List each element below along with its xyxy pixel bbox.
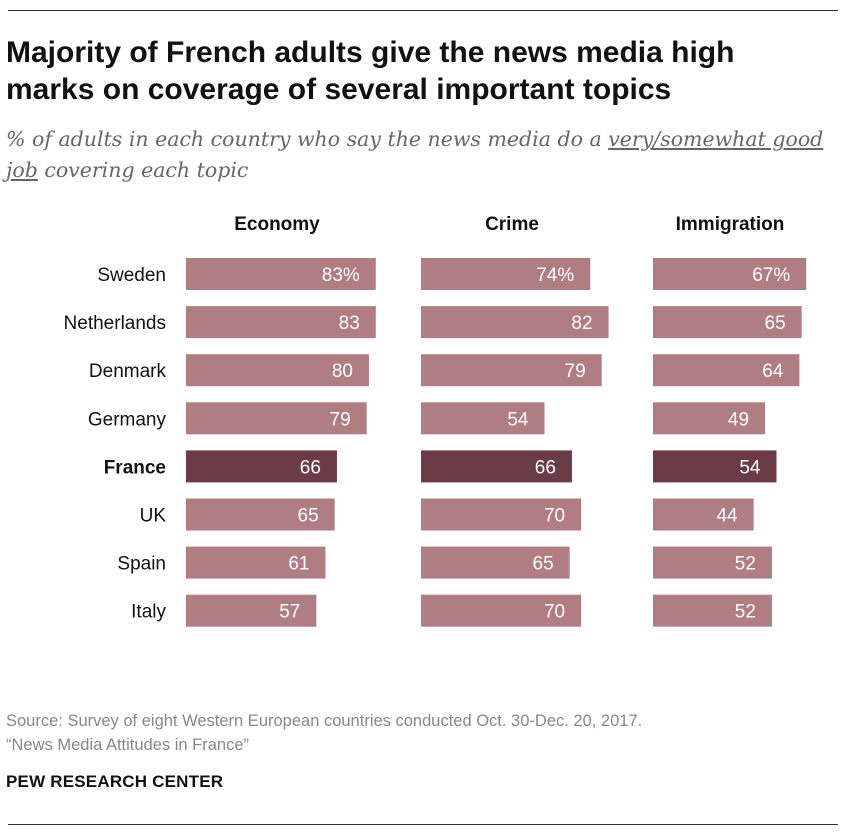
value-label-immigration-germany: 49 — [728, 409, 749, 430]
source-line-2: “News Media Attitudes in France” — [6, 736, 250, 754]
value-label-crime-sweden: 74% — [536, 265, 574, 286]
row-label-france: France — [104, 457, 166, 478]
value-label-immigration-france: 54 — [739, 457, 761, 478]
top-rule — [8, 10, 838, 11]
value-label-immigration-denmark: 64 — [762, 361, 784, 382]
row-label-italy: Italy — [131, 602, 166, 623]
value-label-economy-france: 66 — [300, 457, 321, 478]
row-label-sweden: Sweden — [97, 265, 166, 286]
chart-subtitle: % of adults in each country who say the … — [6, 124, 826, 186]
value-label-economy-spain: 61 — [288, 554, 309, 575]
value-label-crime-netherlands: 82 — [571, 313, 592, 334]
bar-immigration-spain — [653, 546, 772, 579]
bar-economy-italy — [186, 594, 317, 627]
column-header-economy: Economy — [234, 214, 320, 235]
bar-economy-france — [186, 450, 337, 483]
bar-crime-netherlands — [421, 306, 609, 339]
source-line-1: Source: Survey of eight Western European… — [6, 712, 643, 730]
bar-crime-italy — [421, 594, 582, 627]
brand-logo-text: PEW RESEARCH CENTER — [6, 772, 224, 791]
value-label-immigration-uk: 44 — [716, 506, 738, 527]
row-label-germany: Germany — [88, 409, 167, 430]
bar-crime-sweden — [421, 258, 591, 290]
bar-immigration-denmark — [653, 354, 800, 387]
value-label-immigration-italy: 52 — [735, 602, 756, 623]
bar-economy-sweden — [186, 258, 376, 290]
value-label-economy-netherlands: 83 — [339, 313, 360, 334]
bar-crime-germany — [421, 402, 545, 435]
bar-immigration-uk — [653, 498, 754, 531]
value-label-crime-denmark: 79 — [565, 361, 586, 382]
value-label-crime-france: 66 — [535, 457, 556, 478]
row-label-denmark: Denmark — [89, 361, 167, 382]
column-header-crime: Crime — [485, 214, 539, 235]
subtitle-tail: covering each topic — [37, 158, 249, 182]
bar-economy-germany — [186, 402, 367, 435]
bar-crime-spain — [421, 546, 570, 579]
value-label-crime-uk: 70 — [544, 506, 565, 527]
bar-immigration-netherlands — [653, 306, 802, 339]
subtitle-emphasis: very/somewhat good job — [6, 127, 824, 182]
bar-immigration-italy — [653, 594, 772, 627]
value-label-economy-denmark: 80 — [332, 361, 353, 382]
value-label-crime-spain: 65 — [533, 554, 554, 575]
value-label-crime-italy: 70 — [544, 602, 565, 623]
bottom-rule — [8, 824, 838, 825]
value-label-crime-germany: 54 — [507, 409, 529, 430]
bar-immigration-sweden — [653, 258, 807, 290]
bar-economy-netherlands — [186, 306, 376, 339]
bar-immigration-france — [653, 450, 777, 483]
column-header-immigration: Immigration — [676, 214, 785, 235]
value-label-immigration-sweden: 67% — [752, 265, 790, 286]
bar-economy-denmark — [186, 354, 369, 387]
row-label-netherlands: Netherlands — [64, 313, 166, 334]
row-label-uk: UK — [140, 506, 167, 527]
row-label-spain: Spain — [117, 554, 166, 575]
bar-immigration-germany — [653, 402, 766, 435]
chart-title: Majority of French adults give the news … — [6, 36, 735, 106]
subtitle-lead: % of adults in each country who say the … — [6, 127, 609, 151]
bar-economy-spain — [186, 546, 326, 579]
value-label-immigration-netherlands: 65 — [765, 313, 786, 334]
bar-economy-uk — [186, 498, 335, 531]
value-label-economy-germany: 79 — [330, 409, 351, 430]
bar-crime-france — [421, 450, 572, 483]
bar-crime-uk — [421, 498, 582, 531]
value-label-economy-italy: 57 — [279, 602, 300, 623]
source-note: Source: Survey of eight Western European… — [6, 709, 826, 757]
bar-chart: Economy Crime Immigration Sweden 83% 74% 67% Ne… — [64, 214, 807, 627]
value-label-economy-sweden: 83% — [322, 265, 360, 286]
value-label-economy-uk: 65 — [298, 506, 319, 527]
value-label-immigration-spain: 52 — [735, 554, 756, 575]
bar-crime-denmark — [421, 354, 602, 387]
